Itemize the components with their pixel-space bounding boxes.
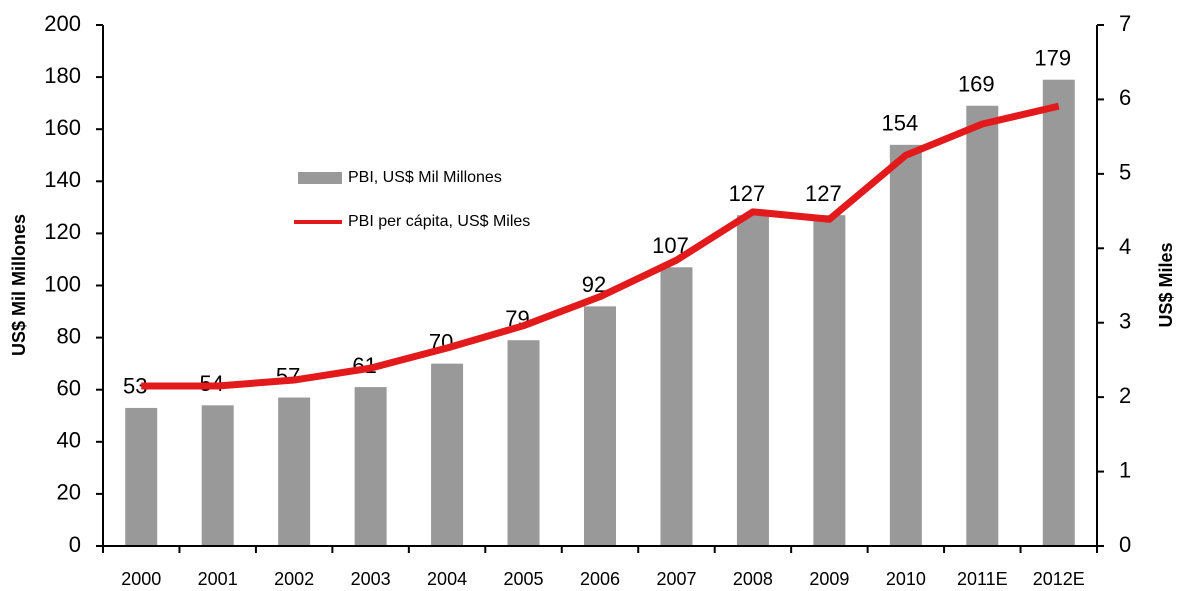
legend-label: PBI, US$ Mil Millones <box>348 169 502 186</box>
y-tick-label: 140 <box>44 167 81 192</box>
y-tick-label: 200 <box>44 11 81 36</box>
y2-tick-label: 1 <box>1119 457 1131 482</box>
data-label: 127 <box>805 181 842 206</box>
line <box>141 102 1060 390</box>
y-tick-label: 180 <box>44 63 81 88</box>
legend-swatch <box>298 172 342 184</box>
x-tick-label: 2003 <box>351 569 391 589</box>
y-tick-label: 0 <box>69 532 81 557</box>
bar <box>736 215 769 547</box>
bar <box>431 363 464 546</box>
y-tick-label: 80 <box>57 323 81 348</box>
data-label: 154 <box>881 111 918 136</box>
x-tick-label: 2007 <box>656 569 696 589</box>
data-label: 127 <box>729 181 766 206</box>
y2-axis-label: US$ Miles <box>1156 242 1176 327</box>
bar <box>354 387 387 546</box>
bar <box>584 306 616 546</box>
bar <box>125 407 158 546</box>
y2-tick-label: 3 <box>1119 309 1131 334</box>
y2-tick-label: 2 <box>1119 383 1131 408</box>
y-tick-label: 160 <box>44 115 81 140</box>
bar <box>201 405 234 546</box>
x-tick-label: 2009 <box>809 569 849 589</box>
bar <box>507 340 540 546</box>
x-tick-label: 2006 <box>580 569 620 589</box>
y-tick-label: 120 <box>44 219 81 244</box>
x-tick-label: 2012E <box>1033 569 1085 589</box>
bar <box>813 215 846 547</box>
y2-tick-label: 6 <box>1119 85 1131 110</box>
y-tick-label: 40 <box>57 428 81 453</box>
bar <box>1042 79 1075 546</box>
y-axis-label: US$ Mil Millones <box>9 214 29 356</box>
x-tick-label: 2004 <box>427 569 467 589</box>
bar <box>660 267 693 546</box>
y-tick-label: 60 <box>57 376 81 401</box>
x-tick-label: 2000 <box>121 569 161 589</box>
x-tick-label: 2005 <box>504 569 544 589</box>
bar <box>889 144 922 546</box>
y2-tick-label: 4 <box>1119 234 1131 259</box>
x-tick-label: 2002 <box>274 569 314 589</box>
data-label: 169 <box>958 72 995 97</box>
data-label: 179 <box>1034 46 1071 71</box>
y2-tick-label: 5 <box>1119 160 1131 185</box>
y-tick-label: 20 <box>57 480 81 505</box>
bar <box>966 105 999 546</box>
x-tick-label: 2008 <box>733 569 773 589</box>
legend-label: PBI per cápita, US$ Miles <box>348 213 530 230</box>
y2-tick-label: 7 <box>1119 11 1131 36</box>
bar <box>278 397 311 546</box>
y-tick-label: 100 <box>44 271 81 296</box>
x-tick-label: 2011E <box>957 569 1008 589</box>
x-tick-label: 2001 <box>198 569 238 589</box>
x-tick-label: 2010 <box>886 569 926 589</box>
y2-tick-label: 0 <box>1119 532 1131 557</box>
